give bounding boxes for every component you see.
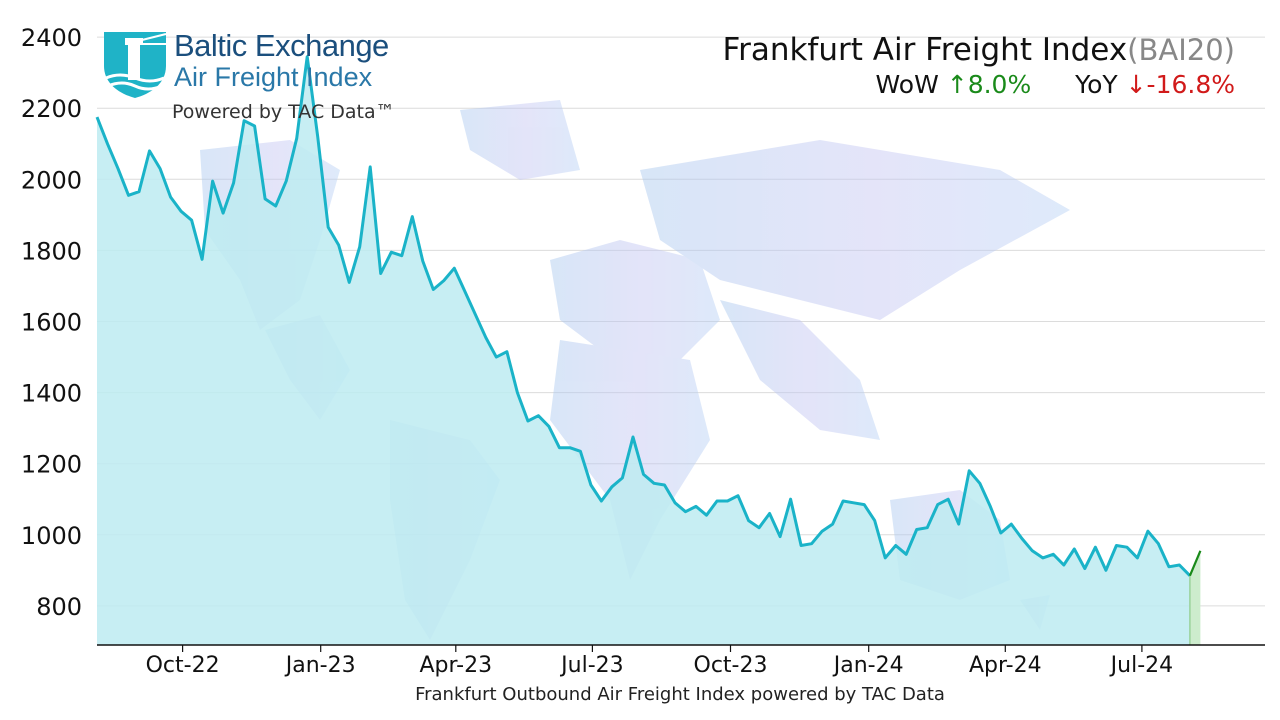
chart-title: Frankfurt Air Freight Index <box>722 32 1128 68</box>
x-tick-label: Jan-23 <box>284 653 356 678</box>
latest-change-line <box>1188 550 1202 577</box>
y-tick-label: 2400 <box>21 24 82 52</box>
y-tick-label: 1200 <box>21 451 82 479</box>
yoy-label: YoY <box>1075 70 1118 99</box>
axes: 800 1000 1200 1400 1600 1800 2000 2200 2400 Oct-2… <box>21 24 1265 678</box>
series-area <box>97 56 1201 645</box>
logo-brand-name: Baltic Exchange <box>174 28 389 63</box>
latest-change-area <box>1189 550 1201 645</box>
x-tick-label: Oct-22 <box>146 653 220 678</box>
y-tick-label: 800 <box>36 593 82 621</box>
logo-index-name: Air Freight Index <box>174 62 373 92</box>
x-tick-label: Apr-24 <box>969 653 1042 678</box>
change-stats: WoW ↑8.0% YoY ↓-16.8% <box>723 70 1235 99</box>
logo: Baltic Exchange Air Freight Index Powere… <box>100 28 430 128</box>
logo-powered-by: Powered by TAC Data™ <box>172 101 395 123</box>
y-tick-label: 2200 <box>21 95 82 123</box>
x-tick-label: Jan-24 <box>832 653 904 678</box>
wow-label: WoW <box>875 70 939 99</box>
lighthouse-icon <box>104 32 167 98</box>
x-axis-label: Frankfurt Outbound Air Freight Index pow… <box>415 684 945 705</box>
index-area <box>97 56 1190 645</box>
y-tick-label: 2000 <box>21 166 82 194</box>
yoy-value: ↓-16.8% <box>1125 70 1235 99</box>
x-tick-label: Jul-23 <box>559 653 623 678</box>
y-tick-label: 1800 <box>21 237 82 265</box>
y-tick-label: 1000 <box>21 522 82 550</box>
x-tick-label: Oct-23 <box>694 653 768 678</box>
title-block: Frankfurt Air Freight Index(BAI20) WoW ↑… <box>723 32 1235 99</box>
y-tick-label: 1400 <box>21 380 82 408</box>
wow-value: ↑8.0% <box>946 70 1032 99</box>
y-tick-label: 1600 <box>21 309 82 337</box>
index-code: (BAI20) <box>1127 33 1235 67</box>
x-tick-label: Apr-23 <box>420 653 493 678</box>
x-tick-label: Jul-24 <box>1109 653 1173 678</box>
series-lines <box>95 55 1202 577</box>
